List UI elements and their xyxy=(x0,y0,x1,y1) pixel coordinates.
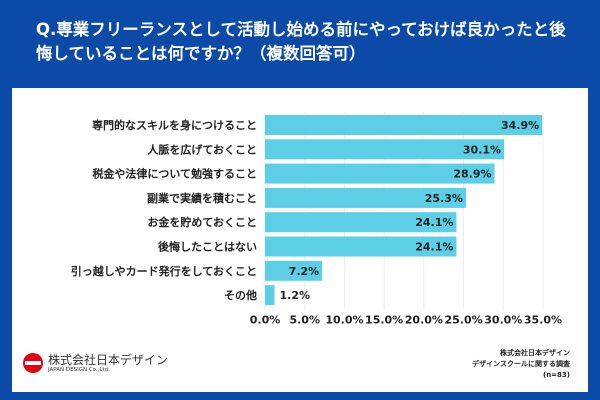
category-label: 税金や法律について勉強すること xyxy=(92,167,257,181)
value-label: 34.9% xyxy=(501,119,539,132)
x-tick-label: 5.0% xyxy=(289,313,320,326)
bar xyxy=(265,260,323,281)
source-line-1: 株式会社日本デザイン xyxy=(500,349,570,357)
category-label: 人脈を広げておくこと xyxy=(147,142,257,156)
category-label: 後悔したことはない xyxy=(158,240,257,254)
logo-en-text: JAPAN DESIGN Co.,Ltd. xyxy=(48,366,110,373)
value-label: 24.1% xyxy=(415,241,453,254)
company-logo: 株式会社日本デザイン JAPAN DESIGN Co.,Ltd. xyxy=(22,352,168,374)
bar xyxy=(265,212,457,233)
source-line-2: デザインスクールに関する調査 xyxy=(472,360,570,368)
value-label: 7.2% xyxy=(289,265,320,278)
value-label: 1.2% xyxy=(280,289,311,302)
category-label: その他 xyxy=(224,288,257,302)
value-label: 30.1% xyxy=(463,143,501,156)
value-label: 24.1% xyxy=(415,216,453,229)
x-tick-label: 15.0% xyxy=(365,313,403,326)
x-tick-label: 20.0% xyxy=(405,313,443,326)
x-tick-label: 10.0% xyxy=(325,313,363,326)
category-label: 専門的なスキルを身につけること xyxy=(92,118,257,132)
category-label: 副業で実績を積むこと xyxy=(147,191,257,205)
bar xyxy=(265,285,275,306)
source-note: 株式会社日本デザイン デザインスクールに関する調査 (n=83) xyxy=(472,348,570,381)
bar xyxy=(265,187,466,208)
x-tick-label: 25.0% xyxy=(444,313,482,326)
bar xyxy=(265,115,543,135)
source-line-3: (n=83) xyxy=(543,371,570,379)
category-label: 引っ越しやカード発行をしておくこと xyxy=(71,264,257,278)
logo-emblem-icon xyxy=(23,353,43,373)
bar xyxy=(265,139,505,160)
x-tick-label: 30.0% xyxy=(484,313,522,326)
value-label: 28.9% xyxy=(453,168,491,181)
value-label: 25.3% xyxy=(425,192,463,205)
x-tick-label: 0.0% xyxy=(250,313,281,326)
bar xyxy=(265,163,495,184)
x-tick-label: 35.0% xyxy=(524,313,562,326)
logo-jp-text: 株式会社日本デザイン xyxy=(48,352,169,367)
category-label: お金を貯めておくこと xyxy=(147,215,257,229)
bar xyxy=(265,236,457,257)
chart-title: Q.専業フリーランスとして活動し始める前にやっておけば良かったと後悔していること… xyxy=(36,20,566,63)
